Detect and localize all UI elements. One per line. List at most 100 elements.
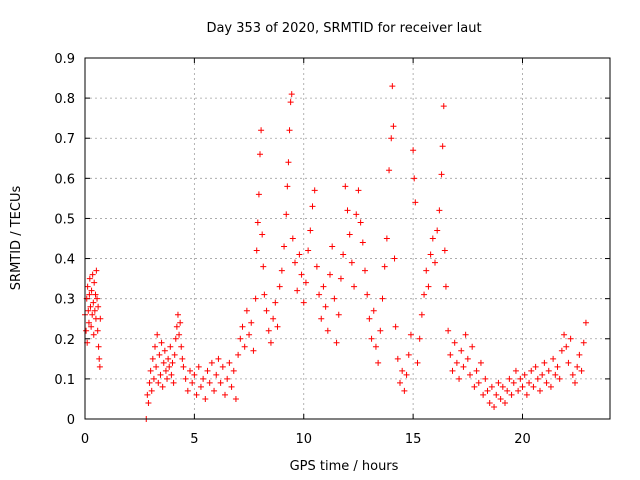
data-point xyxy=(84,283,91,290)
data-point xyxy=(436,207,443,214)
data-point xyxy=(150,375,157,382)
data-point xyxy=(348,259,355,266)
axis-ticks: 0 0.1 0.2 0.3 0.4 0.5 0.6 0.7 0.8 0.9 0 5 10 15 20 xyxy=(54,52,610,447)
data-point xyxy=(545,367,552,374)
data-point xyxy=(95,303,102,310)
data-point xyxy=(83,327,90,334)
data-point xyxy=(556,375,563,382)
data-point xyxy=(357,219,364,226)
data-point xyxy=(258,127,265,134)
data-point xyxy=(574,363,581,370)
data-point xyxy=(289,235,296,242)
data-point xyxy=(97,315,104,322)
data-point xyxy=(521,371,528,378)
data-point xyxy=(191,371,198,378)
data-point xyxy=(224,375,231,382)
data-point xyxy=(558,347,565,354)
data-point xyxy=(174,311,181,318)
data-point xyxy=(429,235,436,242)
data-point xyxy=(477,359,484,366)
data-point xyxy=(480,391,487,398)
data-point xyxy=(344,207,351,214)
data-point xyxy=(541,359,548,366)
data-point xyxy=(362,267,368,274)
data-point xyxy=(267,339,274,346)
data-point xyxy=(432,259,438,266)
data-point xyxy=(512,367,519,374)
data-point xyxy=(92,291,99,298)
data-point xyxy=(427,251,434,258)
data-point xyxy=(368,335,375,342)
data-point xyxy=(222,391,228,398)
data-point xyxy=(197,383,204,390)
data-point xyxy=(180,363,187,370)
data-point xyxy=(389,83,396,90)
y-tick-label: 0.3 xyxy=(54,293,75,308)
data-point xyxy=(403,371,410,378)
data-point xyxy=(550,355,557,362)
data-point xyxy=(157,371,164,378)
data-point xyxy=(327,271,333,278)
data-point xyxy=(539,371,546,378)
y-tick-label: 0.9 xyxy=(54,52,75,67)
data-point xyxy=(294,287,301,294)
data-point xyxy=(340,251,347,258)
grid-lines xyxy=(85,58,610,419)
data-point xyxy=(89,271,96,278)
data-point xyxy=(412,199,419,206)
data-point xyxy=(471,383,478,390)
x-tick-label: 0 xyxy=(81,432,89,447)
data-point xyxy=(554,363,561,370)
data-point xyxy=(211,387,218,394)
data-point xyxy=(272,299,279,306)
data-point xyxy=(166,363,173,370)
y-tick-label: 0.5 xyxy=(54,212,75,227)
data-point xyxy=(386,167,393,174)
data-point xyxy=(87,303,94,310)
data-point xyxy=(253,247,260,254)
data-point xyxy=(372,343,379,350)
data-point xyxy=(351,283,358,290)
data-point xyxy=(405,351,412,358)
data-point xyxy=(572,379,578,386)
data-point xyxy=(172,335,179,342)
data-point xyxy=(441,247,448,254)
data-points xyxy=(82,83,589,422)
data-point xyxy=(285,159,292,166)
data-point xyxy=(162,367,169,374)
data-point xyxy=(252,295,259,302)
y-tick-label: 0.8 xyxy=(54,92,75,107)
data-point xyxy=(179,355,186,362)
data-point xyxy=(510,379,517,386)
y-tick-label: 0.7 xyxy=(54,132,75,147)
data-point xyxy=(169,359,176,366)
data-point xyxy=(324,327,331,334)
y-tick-label: 0.4 xyxy=(54,253,75,268)
data-point xyxy=(580,339,587,346)
data-point xyxy=(176,331,183,338)
data-point xyxy=(239,323,246,330)
data-point xyxy=(161,347,168,354)
data-point xyxy=(543,379,550,386)
data-point xyxy=(582,319,589,326)
data-point xyxy=(333,339,340,346)
y-tick-label: 0 xyxy=(67,413,75,428)
data-point xyxy=(189,379,196,386)
data-point xyxy=(215,355,222,362)
data-point xyxy=(89,311,96,318)
data-point xyxy=(451,339,458,346)
data-point xyxy=(499,383,506,390)
data-point xyxy=(576,351,583,358)
data-point xyxy=(158,339,165,346)
data-point xyxy=(86,291,93,298)
data-point xyxy=(563,343,570,350)
data-point xyxy=(202,395,209,402)
data-point xyxy=(261,291,268,298)
data-point xyxy=(274,323,281,330)
data-point xyxy=(93,267,100,274)
data-point xyxy=(171,351,178,358)
data-point xyxy=(411,175,418,182)
data-point xyxy=(534,375,541,382)
data-point xyxy=(502,399,508,406)
data-point xyxy=(493,391,500,398)
